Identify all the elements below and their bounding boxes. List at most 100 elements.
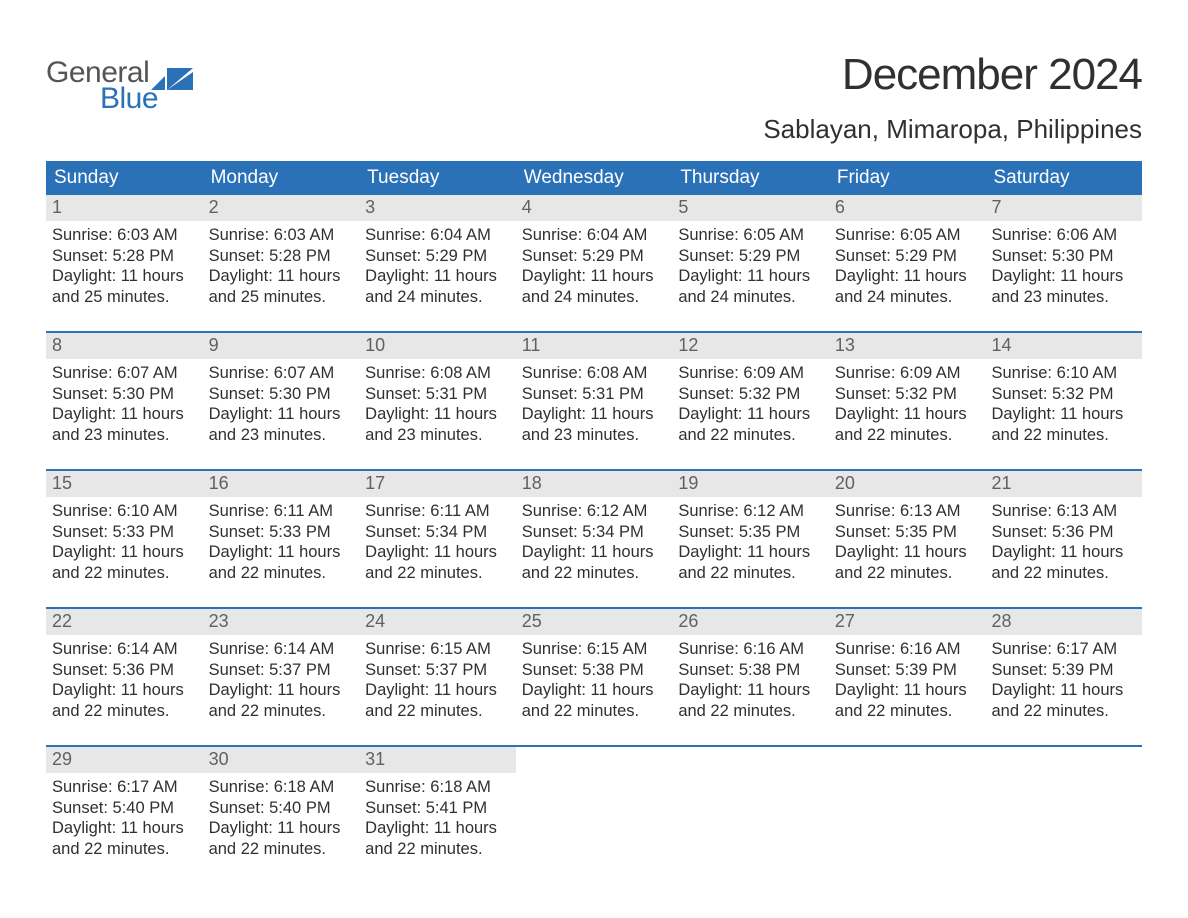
calendar: SundayMondayTuesdayWednesdayThursdayFrid… — [46, 161, 1142, 871]
sunset-line: Sunset: 5:33 PM — [209, 522, 354, 543]
day-of-week-label: Wednesday — [516, 161, 673, 195]
sunrise-line: Sunrise: 6:18 AM — [365, 777, 510, 798]
day-number: 9 — [203, 333, 360, 359]
daylight-line: Daylight: 11 hours and 22 minutes. — [522, 680, 667, 721]
daylight-line: Daylight: 11 hours and 23 minutes. — [52, 404, 197, 445]
day-number: 6 — [829, 195, 986, 221]
day-of-week-header: SundayMondayTuesdayWednesdayThursdayFrid… — [46, 161, 1142, 195]
sunrise-line: Sunrise: 6:14 AM — [209, 639, 354, 660]
daylight-line: Daylight: 11 hours and 24 minutes. — [835, 266, 980, 307]
sunset-line: Sunset: 5:32 PM — [678, 384, 823, 405]
calendar-day-cell: 30Sunrise: 6:18 AMSunset: 5:40 PMDayligh… — [203, 747, 360, 871]
sunrise-line: Sunrise: 6:04 AM — [522, 225, 667, 246]
daylight-line: Daylight: 11 hours and 23 minutes. — [991, 266, 1136, 307]
daylight-line: Daylight: 11 hours and 23 minutes. — [522, 404, 667, 445]
logo-word-2: Blue — [46, 82, 193, 116]
day-details: Sunrise: 6:12 AMSunset: 5:34 PMDaylight:… — [516, 497, 673, 584]
calendar-day-cell: 10Sunrise: 6:08 AMSunset: 5:31 PMDayligh… — [359, 333, 516, 457]
sunrise-line: Sunrise: 6:06 AM — [991, 225, 1136, 246]
sunset-line: Sunset: 5:38 PM — [678, 660, 823, 681]
day-number: 7 — [985, 195, 1142, 221]
daylight-line: Daylight: 11 hours and 22 minutes. — [991, 404, 1136, 445]
day-details: Sunrise: 6:04 AMSunset: 5:29 PMDaylight:… — [516, 221, 673, 308]
sunrise-line: Sunrise: 6:07 AM — [52, 363, 197, 384]
sunrise-line: Sunrise: 6:09 AM — [678, 363, 823, 384]
day-details: Sunrise: 6:10 AMSunset: 5:32 PMDaylight:… — [985, 359, 1142, 446]
day-number: 20 — [829, 471, 986, 497]
sunset-line: Sunset: 5:37 PM — [365, 660, 510, 681]
sunrise-line: Sunrise: 6:08 AM — [365, 363, 510, 384]
day-number: 14 — [985, 333, 1142, 359]
calendar-day-cell — [672, 747, 829, 871]
day-details: Sunrise: 6:03 AMSunset: 5:28 PMDaylight:… — [46, 221, 203, 308]
sunrise-line: Sunrise: 6:14 AM — [52, 639, 197, 660]
sunrise-line: Sunrise: 6:16 AM — [678, 639, 823, 660]
day-of-week-label: Monday — [203, 161, 360, 195]
sunrise-line: Sunrise: 6:03 AM — [209, 225, 354, 246]
sunrise-line: Sunrise: 6:10 AM — [52, 501, 197, 522]
daylight-line: Daylight: 11 hours and 22 minutes. — [209, 818, 354, 859]
sunrise-line: Sunrise: 6:17 AM — [991, 639, 1136, 660]
daylight-line: Daylight: 11 hours and 24 minutes. — [522, 266, 667, 307]
day-details: Sunrise: 6:17 AMSunset: 5:39 PMDaylight:… — [985, 635, 1142, 722]
daylight-line: Daylight: 11 hours and 24 minutes. — [678, 266, 823, 307]
sunset-line: Sunset: 5:38 PM — [522, 660, 667, 681]
sunrise-line: Sunrise: 6:12 AM — [522, 501, 667, 522]
day-number: 2 — [203, 195, 360, 221]
day-of-week-label: Tuesday — [359, 161, 516, 195]
calendar-day-cell: 16Sunrise: 6:11 AMSunset: 5:33 PMDayligh… — [203, 471, 360, 595]
calendar-day-cell: 18Sunrise: 6:12 AMSunset: 5:34 PMDayligh… — [516, 471, 673, 595]
calendar-day-cell — [516, 747, 673, 871]
day-number: 1 — [46, 195, 203, 221]
day-number: 28 — [985, 609, 1142, 635]
day-number: 12 — [672, 333, 829, 359]
daylight-line: Daylight: 11 hours and 22 minutes. — [209, 542, 354, 583]
day-number: 16 — [203, 471, 360, 497]
daylight-line: Daylight: 11 hours and 22 minutes. — [678, 542, 823, 583]
sunset-line: Sunset: 5:39 PM — [835, 660, 980, 681]
day-number: 13 — [829, 333, 986, 359]
daylight-line: Daylight: 11 hours and 22 minutes. — [52, 680, 197, 721]
sunset-line: Sunset: 5:28 PM — [209, 246, 354, 267]
sunrise-line: Sunrise: 6:04 AM — [365, 225, 510, 246]
calendar-day-cell: 2Sunrise: 6:03 AMSunset: 5:28 PMDaylight… — [203, 195, 360, 319]
day-details: Sunrise: 6:08 AMSunset: 5:31 PMDaylight:… — [359, 359, 516, 446]
calendar-week: 8Sunrise: 6:07 AMSunset: 5:30 PMDaylight… — [46, 331, 1142, 457]
calendar-day-cell: 4Sunrise: 6:04 AMSunset: 5:29 PMDaylight… — [516, 195, 673, 319]
day-of-week-label: Saturday — [985, 161, 1142, 195]
calendar-day-cell: 12Sunrise: 6:09 AMSunset: 5:32 PMDayligh… — [672, 333, 829, 457]
daylight-line: Daylight: 11 hours and 24 minutes. — [365, 266, 510, 307]
day-number: 30 — [203, 747, 360, 773]
daylight-line: Daylight: 11 hours and 23 minutes. — [209, 404, 354, 445]
daylight-line: Daylight: 11 hours and 22 minutes. — [678, 680, 823, 721]
day-number: 18 — [516, 471, 673, 497]
calendar-day-cell: 1Sunrise: 6:03 AMSunset: 5:28 PMDaylight… — [46, 195, 203, 319]
sunset-line: Sunset: 5:28 PM — [52, 246, 197, 267]
calendar-day-cell: 19Sunrise: 6:12 AMSunset: 5:35 PMDayligh… — [672, 471, 829, 595]
sunset-line: Sunset: 5:33 PM — [52, 522, 197, 543]
day-number: 11 — [516, 333, 673, 359]
sunset-line: Sunset: 5:31 PM — [365, 384, 510, 405]
day-number: 29 — [46, 747, 203, 773]
calendar-day-cell — [985, 747, 1142, 871]
calendar-week: 22Sunrise: 6:14 AMSunset: 5:36 PMDayligh… — [46, 607, 1142, 733]
day-number: 19 — [672, 471, 829, 497]
day-details: Sunrise: 6:14 AMSunset: 5:37 PMDaylight:… — [203, 635, 360, 722]
day-details: Sunrise: 6:08 AMSunset: 5:31 PMDaylight:… — [516, 359, 673, 446]
day-details: Sunrise: 6:04 AMSunset: 5:29 PMDaylight:… — [359, 221, 516, 308]
calendar-day-cell: 5Sunrise: 6:05 AMSunset: 5:29 PMDaylight… — [672, 195, 829, 319]
sunset-line: Sunset: 5:35 PM — [678, 522, 823, 543]
calendar-day-cell: 3Sunrise: 6:04 AMSunset: 5:29 PMDaylight… — [359, 195, 516, 319]
sunrise-line: Sunrise: 6:08 AM — [522, 363, 667, 384]
sunrise-line: Sunrise: 6:03 AM — [52, 225, 197, 246]
day-number: 15 — [46, 471, 203, 497]
day-number: 22 — [46, 609, 203, 635]
sunrise-line: Sunrise: 6:09 AM — [835, 363, 980, 384]
daylight-line: Daylight: 11 hours and 22 minutes. — [522, 542, 667, 583]
day-details: Sunrise: 6:07 AMSunset: 5:30 PMDaylight:… — [46, 359, 203, 446]
calendar-day-cell: 20Sunrise: 6:13 AMSunset: 5:35 PMDayligh… — [829, 471, 986, 595]
day-of-week-label: Sunday — [46, 161, 203, 195]
sunrise-line: Sunrise: 6:13 AM — [991, 501, 1136, 522]
calendar-day-cell — [829, 747, 986, 871]
day-number: 24 — [359, 609, 516, 635]
